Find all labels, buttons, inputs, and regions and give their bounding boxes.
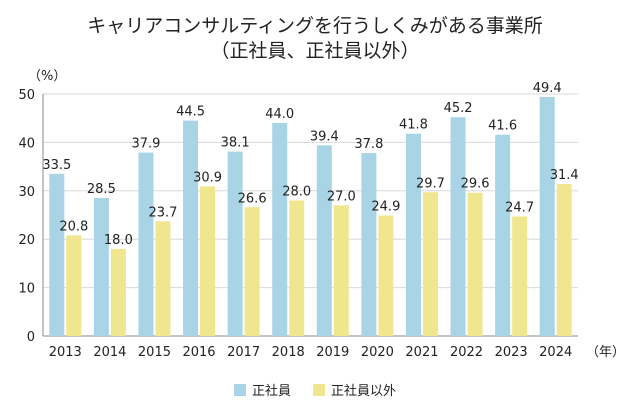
bar-regular xyxy=(405,133,421,336)
data-label: 29.7 xyxy=(416,176,445,191)
data-label: 20.8 xyxy=(59,219,88,234)
data-label: 24.9 xyxy=(371,199,400,214)
bar-nonregular xyxy=(333,205,349,336)
data-label: 41.8 xyxy=(399,118,428,133)
x-tick-label: 2019 xyxy=(316,345,349,360)
data-label: 33.5 xyxy=(42,158,71,173)
x-tick-label: 2023 xyxy=(495,345,528,360)
x-tick-label: 2013 xyxy=(49,345,82,360)
data-label: 37.8 xyxy=(354,137,383,152)
y-tick-label: 0 xyxy=(27,330,35,345)
x-tick-label: 2024 xyxy=(539,345,572,360)
data-label: 37.9 xyxy=(131,137,160,152)
data-label: 28.5 xyxy=(87,182,116,197)
bar-regular xyxy=(93,198,109,336)
data-label: 49.4 xyxy=(533,81,562,96)
bar-nonregular xyxy=(110,248,126,336)
bar-nonregular xyxy=(289,200,305,336)
x-tick-label: 2017 xyxy=(227,345,260,360)
legend-label-regular: 正社員 xyxy=(251,384,291,399)
data-label: 44.5 xyxy=(176,105,205,120)
data-label: 27.0 xyxy=(327,189,356,204)
x-tick-label: 2016 xyxy=(182,345,215,360)
bar-nonregular xyxy=(556,184,572,336)
data-label: 28.0 xyxy=(282,184,311,199)
legend-item-regular: 正社員 xyxy=(233,380,291,399)
data-label: 44.0 xyxy=(265,107,294,122)
data-label: 38.1 xyxy=(221,136,250,151)
bar-regular xyxy=(183,120,199,337)
bar-nonregular xyxy=(244,207,260,336)
chart-title: キャリアコンサルティングを行うしくみがある事業所 xyxy=(87,15,543,37)
bar-nonregular xyxy=(422,192,438,336)
bar-regular xyxy=(272,123,288,336)
data-label: 24.7 xyxy=(505,200,534,215)
bar-regular xyxy=(450,117,466,337)
bar-nonregular xyxy=(66,235,82,336)
bar-regular xyxy=(495,134,511,336)
bar-regular xyxy=(227,151,243,336)
bar-nonregular xyxy=(467,192,483,336)
x-tick-label: 2018 xyxy=(272,345,305,360)
legend-swatch-nonregular xyxy=(313,383,325,396)
bar-regular xyxy=(539,96,555,337)
y-tick-label: 50 xyxy=(18,88,35,103)
chart-subtitle: （正社員、正社員以外） xyxy=(210,40,420,62)
data-label: 30.9 xyxy=(193,170,222,185)
data-label: 41.6 xyxy=(488,119,517,134)
bar-regular xyxy=(138,152,154,336)
data-label: 45.2 xyxy=(444,101,473,116)
data-label: 39.4 xyxy=(310,129,339,144)
bar-nonregular xyxy=(200,186,216,336)
bar-regular xyxy=(316,145,332,336)
legend: 正社員 正社員以外 xyxy=(0,380,630,399)
y-tick-label: 30 xyxy=(18,185,35,200)
x-tick-label: 2021 xyxy=(405,345,438,360)
bar-regular xyxy=(361,153,377,336)
data-label: 31.4 xyxy=(550,168,579,183)
bar-nonregular xyxy=(512,216,528,336)
x-tick-label: 2022 xyxy=(450,345,483,360)
data-label: 26.6 xyxy=(238,191,267,206)
data-label: 29.6 xyxy=(461,177,490,192)
x-tick-label: 2015 xyxy=(138,345,171,360)
legend-item-nonregular: 正社員以外 xyxy=(313,380,396,399)
bar-nonregular xyxy=(378,215,394,336)
legend-swatch-regular xyxy=(233,383,246,396)
bar-regular xyxy=(49,173,65,336)
x-tick-label: 2020 xyxy=(361,345,394,360)
x-axis-label: （年） xyxy=(586,345,625,360)
x-tick-label: 2014 xyxy=(93,345,126,360)
legend-label-nonregular: 正社員以外 xyxy=(331,384,397,399)
data-label: 18.0 xyxy=(104,233,133,248)
y-tick-label: 10 xyxy=(18,282,35,297)
y-tick-label: 40 xyxy=(18,136,35,151)
data-label: 23.7 xyxy=(148,205,177,220)
y-axis-label: （%） xyxy=(28,69,66,84)
bar-nonregular xyxy=(155,221,171,336)
y-tick-label: 20 xyxy=(18,233,35,248)
